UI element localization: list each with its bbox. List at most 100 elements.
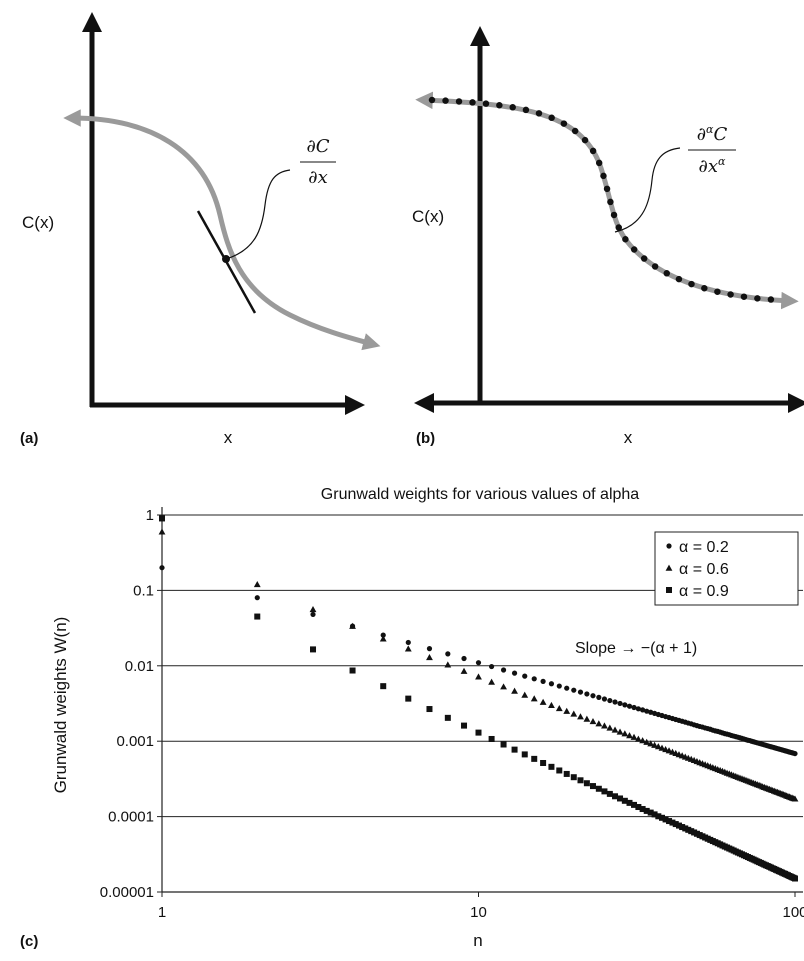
numerator-f: C <box>713 124 727 145</box>
point <box>426 706 433 713</box>
point <box>679 824 686 831</box>
x-tick-label: 100 <box>782 904 804 921</box>
chart-title: Grunwald weights for various values of a… <box>321 486 639 503</box>
point <box>669 819 676 826</box>
point <box>564 685 570 691</box>
point <box>577 777 584 784</box>
x-tick-label: 1 <box>158 904 166 921</box>
point <box>521 751 528 758</box>
point <box>310 646 317 653</box>
point <box>254 613 261 620</box>
point <box>404 645 412 652</box>
point <box>651 741 658 748</box>
point <box>531 755 538 762</box>
point <box>475 660 482 666</box>
point <box>540 678 546 685</box>
point <box>643 738 651 745</box>
point <box>612 793 619 800</box>
derivative-numerator: ∂αC <box>697 123 728 145</box>
point <box>379 635 387 642</box>
legend-label: α = 0.2 <box>679 539 729 556</box>
point <box>672 821 679 828</box>
point <box>601 788 608 795</box>
point <box>791 795 799 802</box>
point <box>159 565 165 571</box>
legend-marker <box>665 564 673 571</box>
panel-label: (c) <box>20 933 38 950</box>
point <box>445 651 451 657</box>
point <box>158 528 166 535</box>
point <box>640 707 646 713</box>
point <box>583 780 590 787</box>
x-tick-label: 10 <box>470 904 487 921</box>
point <box>612 699 618 705</box>
point <box>606 790 613 797</box>
point <box>310 611 316 618</box>
point <box>349 622 356 629</box>
derivative-denominator: ∂x <box>308 167 327 188</box>
x-axis-label: x <box>624 428 633 447</box>
point <box>655 813 662 820</box>
point <box>607 697 613 704</box>
y-tick-label: 0.0001 <box>108 809 154 826</box>
denominator-order: α <box>718 155 726 168</box>
point <box>511 746 518 753</box>
point <box>489 663 495 670</box>
point <box>634 735 642 742</box>
point <box>522 673 528 679</box>
legend-label: α = 0.6 <box>679 561 729 578</box>
y-tick-label: 1 <box>146 507 154 524</box>
point <box>631 704 637 711</box>
point <box>601 696 608 702</box>
y-tick-label: 0.1 <box>133 582 154 599</box>
point <box>577 689 584 695</box>
point <box>647 809 654 816</box>
legend-marker <box>666 587 672 593</box>
point <box>539 698 547 705</box>
curve <box>63 109 381 351</box>
point <box>626 703 633 709</box>
chart: Grunwald weights for various values of a… <box>20 486 804 950</box>
point <box>500 741 507 748</box>
point <box>500 667 507 673</box>
y-axis-label: C(x) <box>22 213 54 232</box>
point <box>548 763 555 770</box>
point <box>589 783 596 790</box>
point <box>658 744 666 751</box>
point <box>555 705 563 712</box>
point <box>589 718 597 725</box>
y-axis-title: Grunwald weights W(n) <box>51 617 70 794</box>
point <box>584 691 590 697</box>
point <box>511 687 518 694</box>
derivative-numerator: ∂C <box>306 136 329 157</box>
leader-line <box>614 147 681 233</box>
diagram-a: ∂C ∂x C(x) x (a) <box>20 12 381 447</box>
annotation: Slope → −(α + 1) <box>575 640 697 657</box>
point <box>461 655 467 662</box>
curve-points <box>428 96 784 304</box>
point <box>159 515 165 522</box>
panel-label: (a) <box>20 430 38 447</box>
point <box>563 770 570 777</box>
point <box>475 729 482 736</box>
derivative-denominator: ∂xα <box>699 155 726 177</box>
point <box>500 683 507 690</box>
point <box>675 822 682 829</box>
point <box>647 740 655 747</box>
point <box>792 750 798 757</box>
point <box>595 785 602 792</box>
point <box>662 816 669 823</box>
point <box>682 825 689 832</box>
point <box>444 714 451 721</box>
point <box>380 683 387 690</box>
point <box>643 807 650 814</box>
y-axis-label: C(x) <box>412 207 444 226</box>
point <box>611 726 619 733</box>
point <box>521 691 529 698</box>
point <box>666 818 673 825</box>
point <box>540 759 547 766</box>
point <box>651 811 658 818</box>
y-tick-label: 0.01 <box>125 658 154 675</box>
point <box>601 722 608 729</box>
point <box>405 639 411 646</box>
